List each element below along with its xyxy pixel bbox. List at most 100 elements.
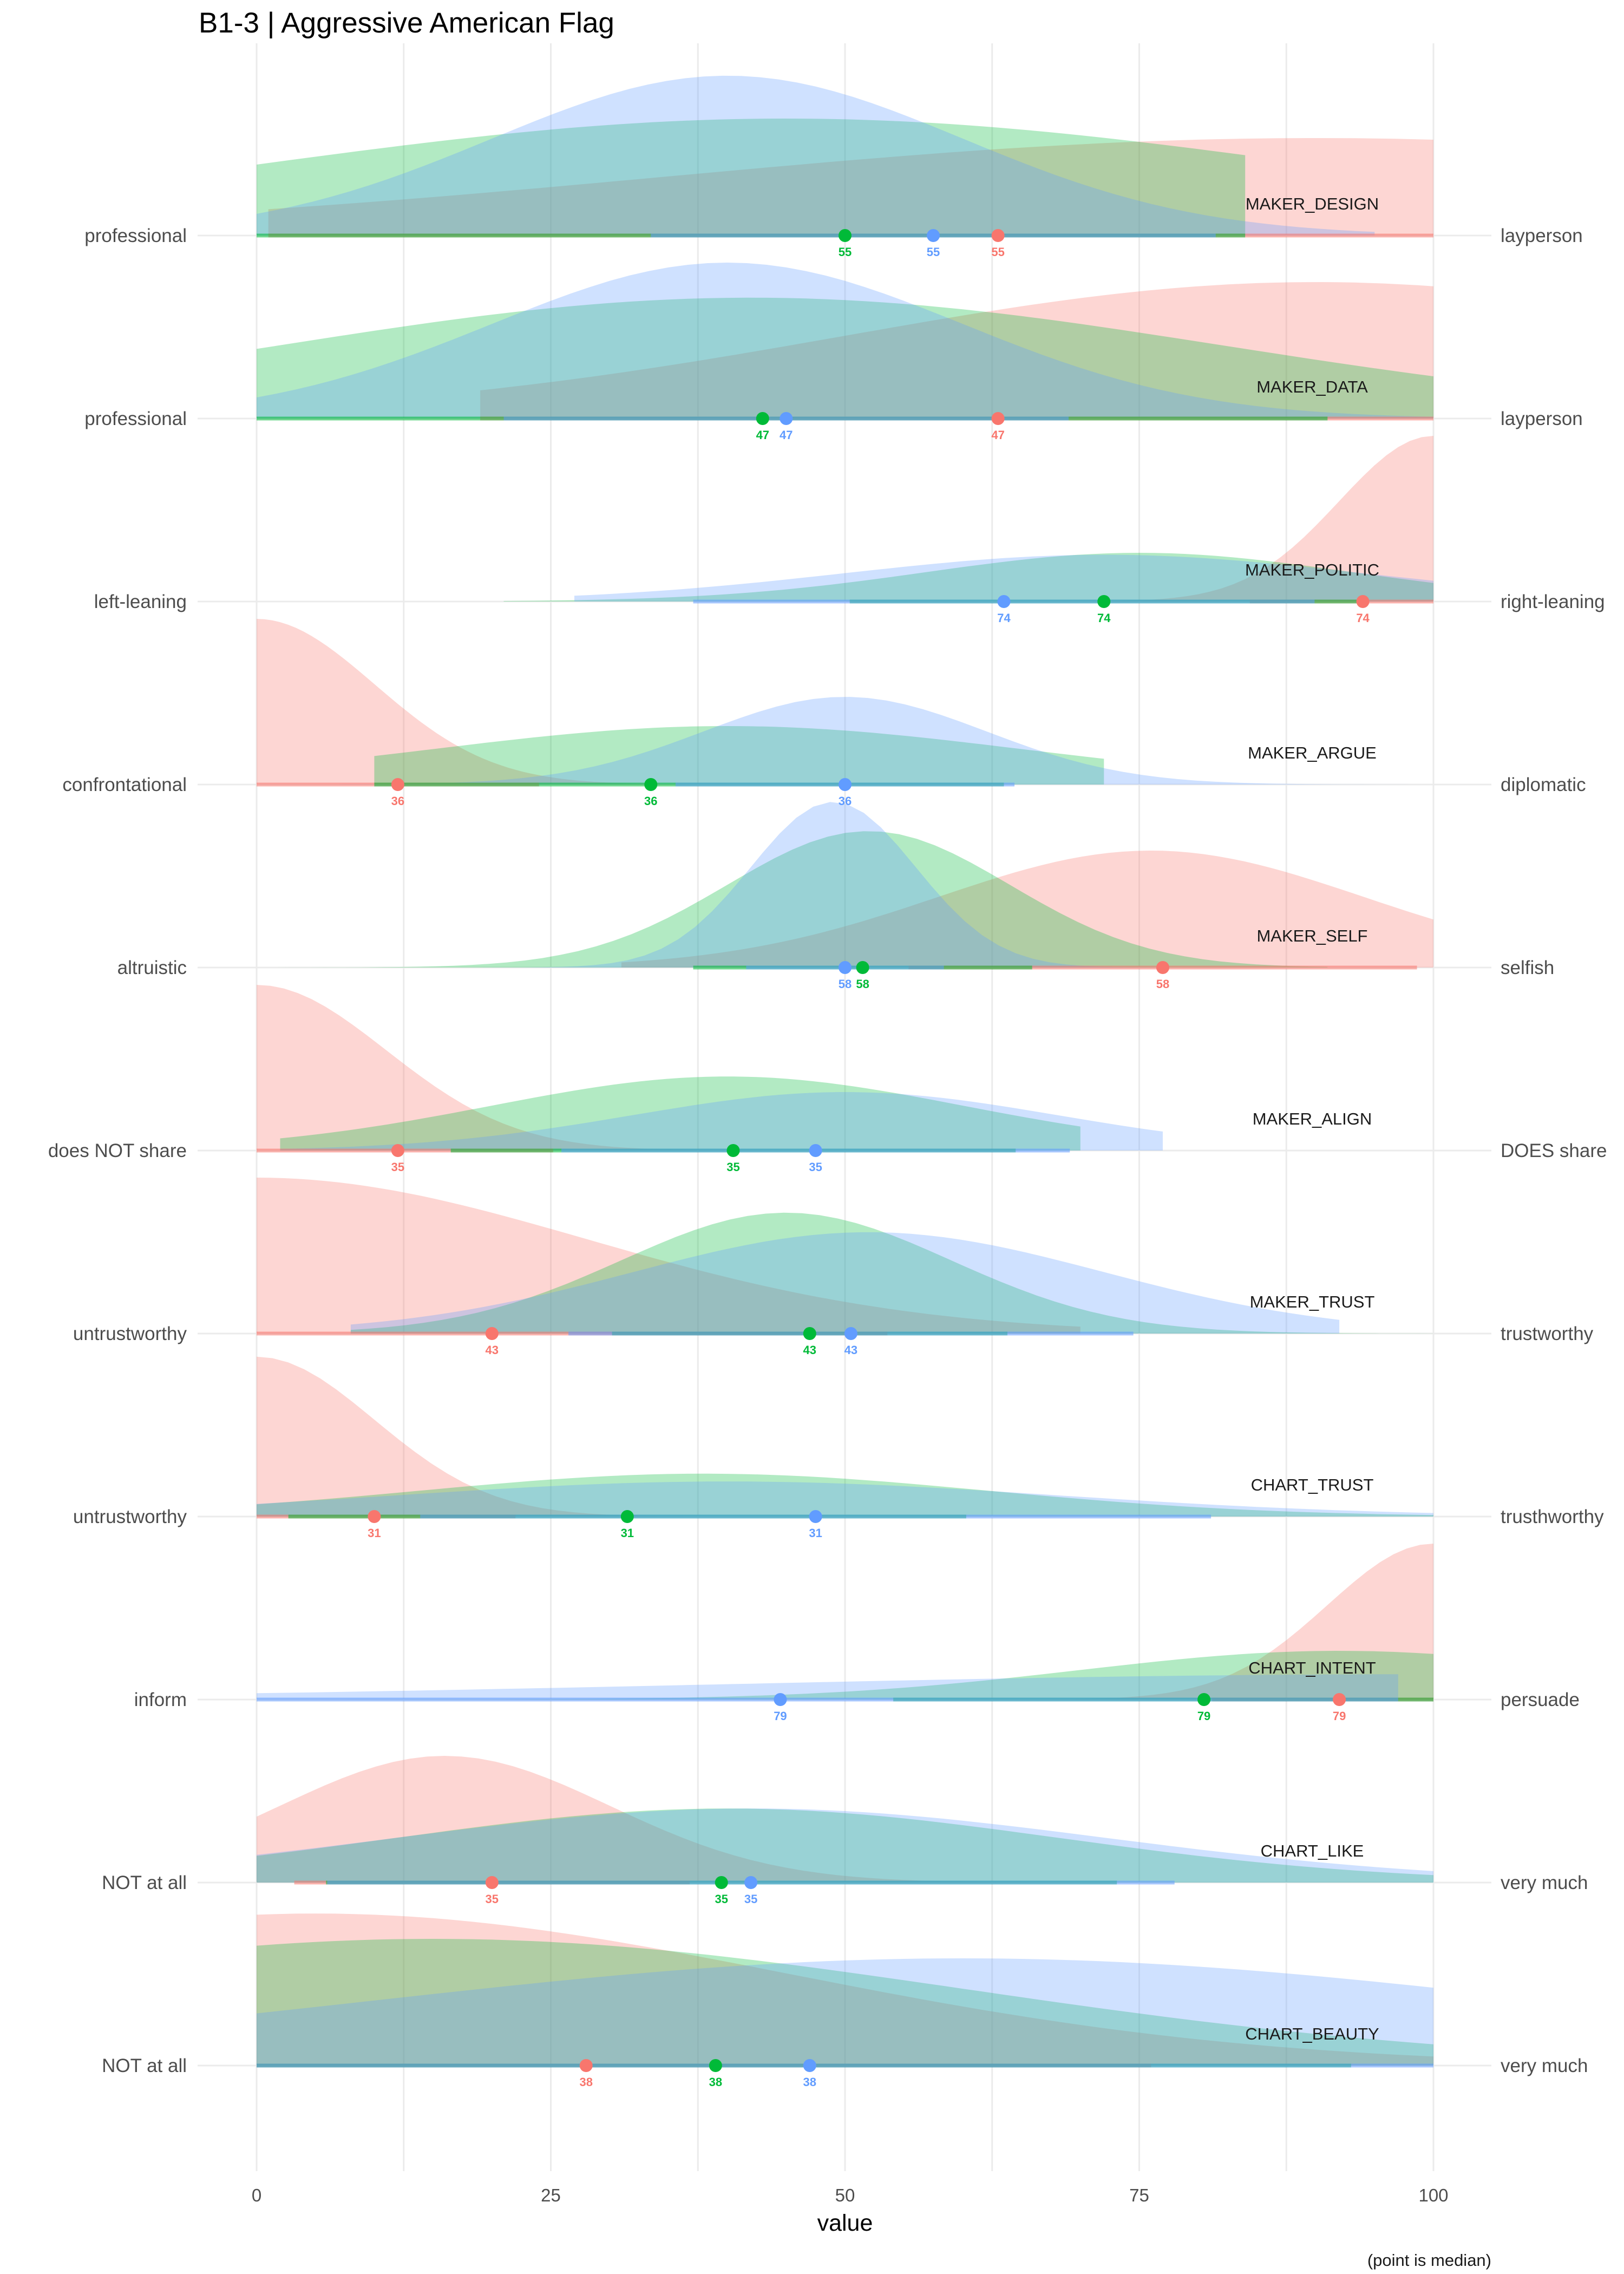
ridge-row: 74 74 74 left-leaning right-leaning MAKER_POL…	[94, 436, 1605, 625]
median-label: 36	[644, 794, 657, 808]
median-label: 35	[391, 1160, 404, 1174]
median-label: 31	[368, 1526, 381, 1540]
row-left-label: confrontational	[62, 774, 187, 795]
facet-label: CHART_BEAUTY	[1245, 2024, 1379, 2043]
median-point	[368, 1510, 381, 1523]
median-label: 55	[839, 245, 852, 259]
row-right-label: diplomatic	[1501, 774, 1586, 795]
density-area	[633, 1544, 1433, 1700]
median-point	[391, 778, 404, 791]
density-area	[339, 697, 1434, 785]
median-point	[991, 229, 1005, 242]
median-point	[744, 1876, 758, 1889]
ridge-rows: 55 55 55 professional layperson MAKER_DESIGN 4…	[48, 75, 1607, 2089]
facet-label: MAKER_SELF	[1256, 926, 1367, 945]
density-area	[257, 1913, 1433, 2066]
facet-label: CHART_TRUST	[1251, 1475, 1374, 1494]
median-point	[809, 1144, 822, 1157]
median-label: 35	[744, 1892, 757, 1906]
density-area	[257, 1473, 1433, 1517]
ridge-row: 43 43 43 untrustworthy trustworthy MAKER_TRUS…	[73, 1178, 1594, 1357]
median-label: 47	[991, 428, 1004, 442]
median-label: 43	[486, 1343, 499, 1357]
median-point	[991, 412, 1005, 425]
density-area	[257, 802, 1269, 968]
median-label: 79	[1197, 1709, 1210, 1723]
median-label: 38	[709, 2075, 722, 2089]
row-right-label: right-leaning	[1501, 591, 1605, 612]
x-tick-label: 100	[1418, 2185, 1448, 2205]
density-area	[257, 831, 1328, 968]
median-point	[844, 1327, 857, 1340]
x-tick-label: 50	[835, 2185, 855, 2205]
median-label: 35	[486, 1892, 499, 1906]
median-point	[856, 961, 869, 974]
median-label: 74	[997, 611, 1011, 625]
row-right-label: DOES share	[1501, 1140, 1607, 1161]
density-area	[480, 282, 1433, 419]
density-area	[574, 554, 1433, 602]
density-area	[257, 1356, 1210, 1517]
median-point	[780, 412, 793, 425]
row-left-label: professional	[84, 225, 187, 246]
x-tick-label: 25	[541, 2185, 561, 2205]
facet-label: MAKER_ALIGN	[1253, 1109, 1372, 1128]
density-area	[257, 1958, 1433, 2066]
median-label: 31	[809, 1526, 822, 1540]
median-label: 47	[780, 428, 793, 442]
density-area	[257, 1808, 1433, 1883]
median-label: 58	[839, 977, 852, 991]
density-area	[257, 1674, 1398, 1700]
median-label: 55	[991, 245, 1004, 259]
x-tick-label: 0	[252, 2185, 261, 2205]
median-label: 36	[391, 794, 404, 808]
density-area	[257, 1939, 1433, 2066]
row-right-label: persuade	[1501, 1689, 1580, 1710]
median-label: 43	[844, 1343, 857, 1357]
median-label: 79	[774, 1709, 787, 1723]
row-left-label: does NOT share	[48, 1140, 187, 1161]
density-area	[257, 1756, 1281, 1883]
median-point	[839, 961, 852, 974]
facet-label: MAKER_TRUST	[1250, 1292, 1375, 1311]
median-point	[803, 1327, 816, 1340]
chart-title: B1-3 | Aggressive American Flag	[199, 7, 614, 39]
median-point	[756, 412, 769, 425]
ridge-row: 38 38 38 NOT at all very much CHART_BEAUTY	[102, 1913, 1588, 2089]
median-label: 55	[927, 245, 940, 259]
density-area	[621, 851, 1433, 968]
facet-label: MAKER_POLITIC	[1245, 560, 1379, 579]
row-right-label: layperson	[1501, 225, 1583, 246]
row-right-label: very much	[1501, 1872, 1588, 1893]
x-axis-ticks: 0 25 50 75 100	[252, 2185, 1449, 2205]
median-label: 47	[756, 428, 769, 442]
ridge-row: 79 79 79 inform persuade CHART_INTENT	[134, 1544, 1580, 1723]
facet-label: MAKER_DATA	[1256, 377, 1368, 396]
ridge-row: 47 47 47 professional layperson MAKER_DATA	[84, 263, 1583, 442]
ridge-row: 35 35 35 does NOT share DOES share MAKER_ALIG…	[48, 985, 1607, 1174]
row-right-label: selfish	[1501, 957, 1554, 978]
row-left-label: inform	[134, 1689, 187, 1710]
ridge-row: 55 55 55 professional layperson MAKER_DESIGN	[84, 75, 1583, 259]
row-right-label: layperson	[1501, 408, 1583, 429]
density-area	[503, 553, 1433, 602]
median-point	[1197, 1693, 1211, 1706]
facet-label: CHART_INTENT	[1248, 1658, 1376, 1677]
vertical-grid	[256, 43, 1435, 2171]
median-label: 43	[803, 1343, 816, 1357]
density-area	[727, 436, 1433, 602]
x-tick-label: 75	[1129, 2185, 1149, 2205]
row-left-label: left-leaning	[94, 591, 187, 612]
median-point	[579, 2059, 593, 2072]
density-area	[257, 1651, 1433, 1700]
median-label: 38	[579, 2075, 592, 2089]
median-label: 74	[1356, 611, 1370, 625]
median-label: 38	[803, 2075, 816, 2089]
density-area	[257, 985, 1081, 1151]
median-label: 36	[839, 794, 852, 808]
row-left-label: NOT at all	[102, 1872, 187, 1893]
median-point	[1356, 595, 1370, 608]
x-axis-title: value	[817, 2210, 873, 2236]
density-area	[257, 119, 1246, 236]
